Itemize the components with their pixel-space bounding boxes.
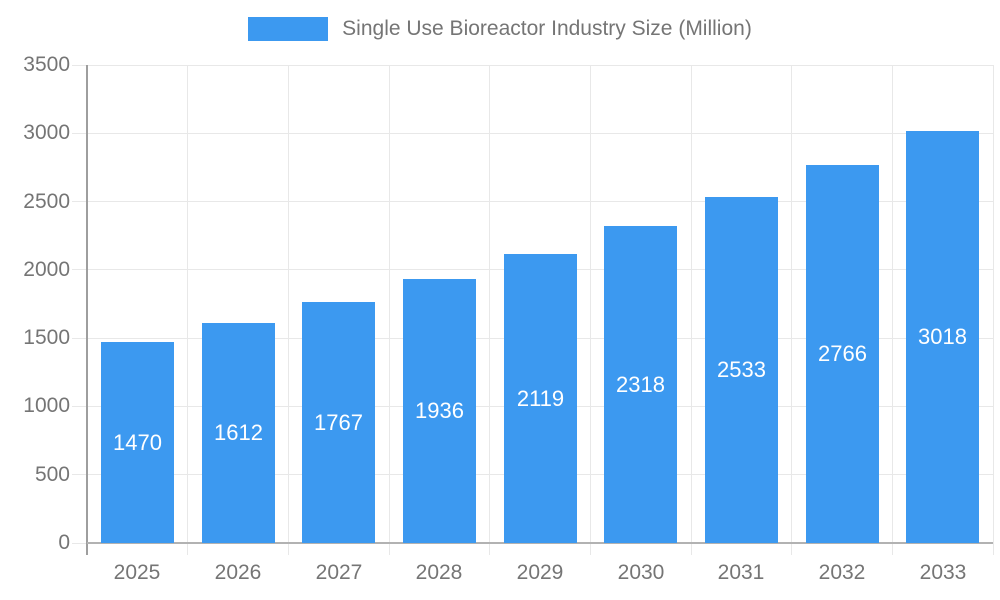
h-gridline xyxy=(72,64,993,66)
v-gridline xyxy=(891,65,893,555)
bar: 1612 xyxy=(202,323,275,543)
x-axis-tick-label: 2032 xyxy=(818,561,866,584)
y-axis-tick-label: 500 xyxy=(34,462,70,486)
x-axis-baseline xyxy=(87,542,993,544)
bar-value-label: 1612 xyxy=(214,420,263,445)
bar: 2533 xyxy=(705,197,778,543)
x-axis-tick-label: 2030 xyxy=(617,561,665,584)
v-gridline xyxy=(690,65,692,555)
y-axis-tick-label: 3500 xyxy=(23,53,70,76)
v-gridline xyxy=(589,65,591,555)
x-axis-tick-label: 2026 xyxy=(214,561,262,584)
v-gridline xyxy=(791,65,793,555)
h-gridline xyxy=(72,132,993,134)
bar-value-label: 1470 xyxy=(113,429,162,455)
y-axis-tick-label: 0 xyxy=(58,531,70,554)
bar: 2318 xyxy=(604,226,677,543)
bar-value-label: 3018 xyxy=(918,324,967,349)
v-gridline xyxy=(992,65,994,555)
bar: 2766 xyxy=(806,165,879,543)
bar-value-label: 1767 xyxy=(314,409,363,435)
x-axis-tick-label: 2029 xyxy=(516,561,564,584)
y-axis-tick-label: 2000 xyxy=(23,257,70,281)
legend: Single Use Bioreactor Industry Size (Mil… xyxy=(0,17,1000,41)
bar: 1767 xyxy=(302,302,375,543)
y-axis-tick-label: 1500 xyxy=(23,326,70,350)
x-axis-tick-label: 2027 xyxy=(315,561,363,584)
v-gridline xyxy=(287,65,289,555)
x-axis-tick-label: 2033 xyxy=(919,561,967,584)
y-axis-tick-label: 3000 xyxy=(23,121,70,145)
h-gridline xyxy=(72,201,993,203)
bar-value-label: 1936 xyxy=(415,398,464,423)
y-axis-tick-label: 1000 xyxy=(23,394,70,418)
y-axis-line xyxy=(86,65,88,555)
bar-value-label: 2318 xyxy=(616,371,665,397)
bar-value-label: 2766 xyxy=(818,341,867,366)
bar: 1470 xyxy=(101,342,174,543)
x-axis-tick-label: 2031 xyxy=(717,561,765,584)
v-gridline xyxy=(388,65,390,555)
bar: 2119 xyxy=(504,254,577,543)
bar: 3018 xyxy=(906,131,979,543)
x-axis-tick-label: 2025 xyxy=(113,561,161,584)
legend-label: Single Use Bioreactor Industry Size (Mil… xyxy=(342,17,752,40)
y-axis-tick-label: 2500 xyxy=(23,189,70,213)
legend-swatch xyxy=(248,17,329,41)
bar: 1936 xyxy=(403,279,476,543)
bar-value-label: 2119 xyxy=(516,385,565,411)
v-gridline xyxy=(489,65,491,555)
bar-value-label: 2533 xyxy=(717,357,766,382)
x-axis-tick-label: 2028 xyxy=(415,561,463,584)
v-gridline xyxy=(187,65,189,555)
